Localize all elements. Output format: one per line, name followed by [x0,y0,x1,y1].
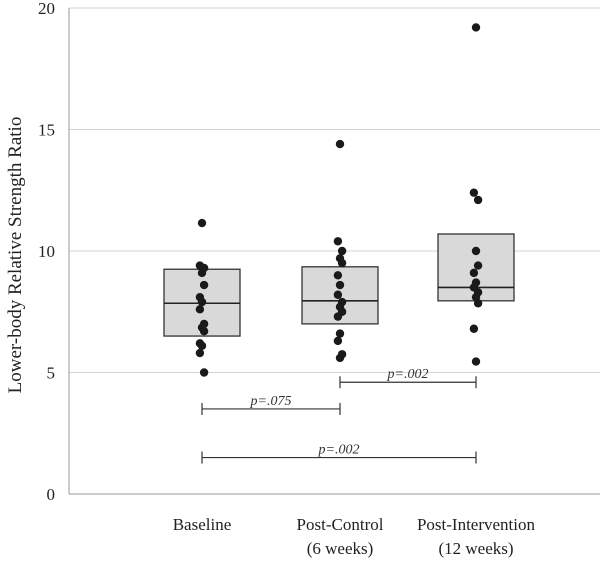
y-tick-label: 0 [47,485,56,504]
comparison-p-value: p=.002 [387,367,429,382]
axis-layer: 0 5 10 15 20 [38,0,600,504]
data-point [333,336,343,346]
x-category-label: Post-Control [297,515,384,534]
data-point [469,324,479,333]
data-point [197,297,207,307]
data-point [473,299,483,308]
x-category-label: Post-Intervention [417,515,536,534]
data-point [469,188,479,197]
y-tick-label: 5 [47,364,56,383]
data-point [337,246,347,256]
data-point [199,280,209,290]
data-point [471,23,481,32]
data-point [473,195,483,205]
data-point [469,268,479,278]
y-axis-title: Lower-body Relative Strength Ratio [5,117,26,394]
data-point [197,268,207,278]
data-point [195,305,205,314]
comparison-p-value: p=.002 [318,443,360,458]
comparison-p-value: p=.075 [250,394,292,409]
data-point [333,237,343,246]
y-tick-label: 10 [38,242,55,261]
data-point [333,271,343,280]
data-point [197,218,207,228]
comparison-layer: p=.075 p=.002 p=.002 [201,367,477,464]
data-point [335,280,345,290]
y-tick-label: 20 [38,0,55,18]
data-point [195,348,205,358]
x-category-label: Baseline [173,515,232,534]
data-point [199,326,209,336]
label-layer: Lower-body Relative Strength Ratio Baseli… [5,117,536,558]
data-point [199,368,209,377]
data-point [337,258,347,268]
data-point [471,246,481,256]
data-point [335,139,345,149]
data-point [197,341,207,350]
data-point [333,312,343,321]
x-category-sublabel: (12 weeks) [438,539,513,558]
data-point [473,261,483,270]
y-tick-label: 15 [38,121,55,140]
data-point [335,329,345,338]
data-point [471,357,481,366]
data-point [335,353,345,363]
point-layer [195,23,483,377]
x-category-sublabel: (6 weeks) [307,539,374,558]
data-point [333,290,343,299]
